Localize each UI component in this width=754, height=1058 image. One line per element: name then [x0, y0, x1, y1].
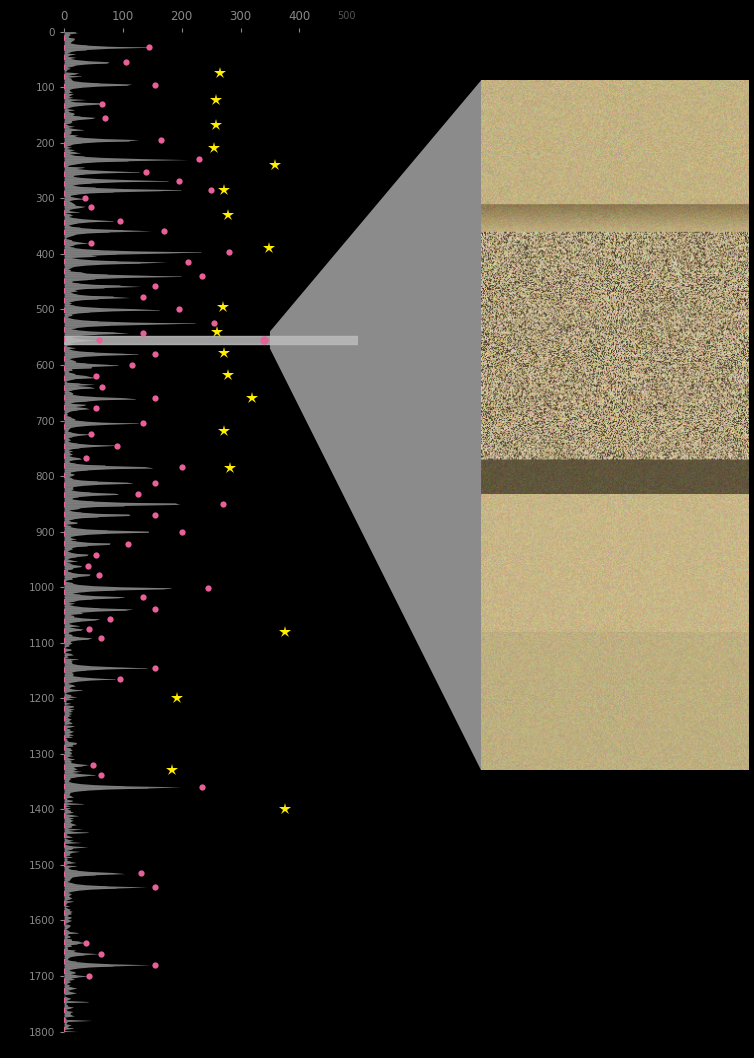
Bar [64, 335, 358, 345]
Text: 500: 500 [337, 11, 356, 21]
